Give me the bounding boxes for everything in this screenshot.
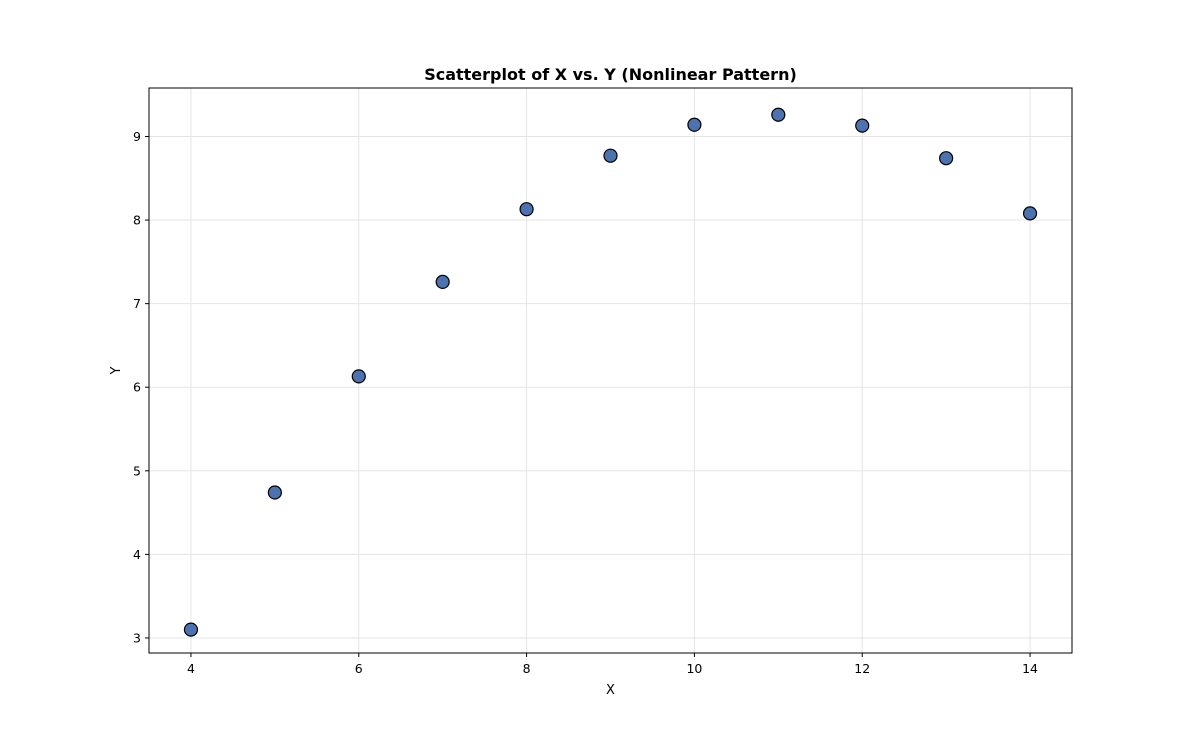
scatter-point [939,151,954,166]
scatter-point [603,148,618,163]
scatter-point [351,369,366,384]
scatter-point [771,107,786,122]
x-tick-label: 10 [686,661,702,676]
x-tick-label: 12 [854,661,870,676]
y-tick-label: 6 [133,380,141,395]
plot-area-frame [148,87,1073,654]
y-tick-label: 7 [133,296,141,311]
x-tick-label: 4 [187,661,195,676]
scatter-point [1022,206,1038,221]
y-tick-label: 4 [133,547,141,562]
x-tick-label: 6 [355,661,363,676]
y-tick-label: 9 [133,129,141,144]
scatter-point [855,118,870,133]
y-tick-label: 3 [133,630,141,645]
y-axis-ticks: 3 4 5 6 7 8 9 [133,129,149,645]
scatter-point [687,117,702,132]
data-points [183,107,1038,637]
scatter-point [267,485,282,500]
x-tick-label: 14 [1022,661,1038,676]
scatter-point [183,622,199,637]
chart-title: Scatterplot of X vs. Y (Nonlinear Patter… [424,65,797,84]
y-axis-label: Y [109,366,124,375]
x-axis-ticks: 4 6 8 10 12 14 [187,653,1038,676]
scatter-point [435,274,450,290]
y-tick-label: 8 [133,213,141,228]
x-tick-label: 8 [523,661,531,676]
scatter-point [519,202,534,217]
y-tick-label: 5 [133,463,141,478]
x-axis-label: X [606,683,615,698]
grid-lines [149,88,1072,653]
